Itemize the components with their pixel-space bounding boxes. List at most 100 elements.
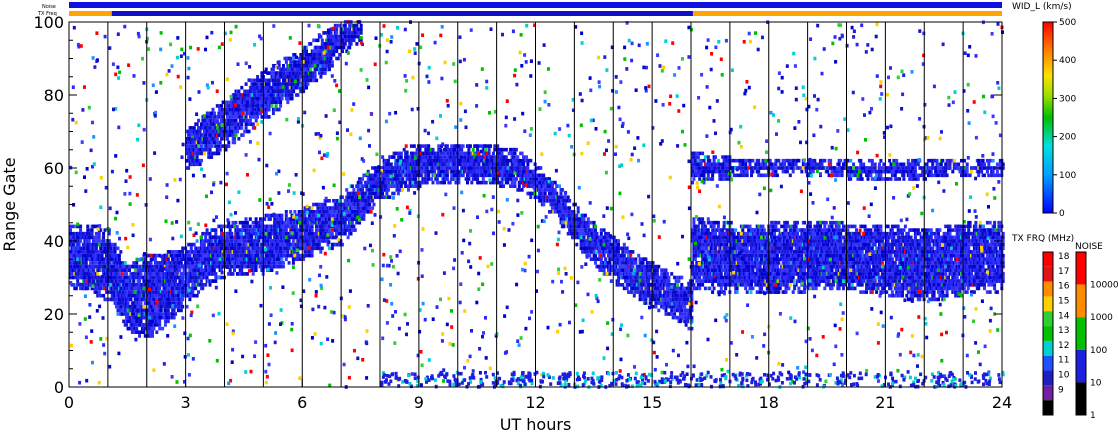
- data-cell: [427, 173, 431, 178]
- data-cell: [345, 210, 349, 214]
- data-cell: [208, 283, 212, 287]
- data-cell: [158, 323, 162, 327]
- data-cell: [323, 206, 327, 210]
- data-cell: [693, 246, 697, 251]
- data-cell: [579, 235, 583, 240]
- data-cell: [582, 246, 586, 251]
- data-cell: [84, 283, 88, 287]
- data-cell: [539, 199, 543, 203]
- data-cell: [139, 272, 143, 276]
- data-cell: [520, 151, 524, 156]
- data-cell: [478, 144, 482, 148]
- data-cell: [245, 272, 249, 276]
- data-cell: [563, 202, 567, 207]
- data-cell: [211, 242, 215, 247]
- data-cell: [299, 242, 303, 247]
- data-cell: [71, 275, 75, 280]
- data-cell: [581, 239, 585, 243]
- data-cell: [634, 279, 638, 283]
- data-cell: [513, 151, 517, 156]
- data-cell: [732, 239, 736, 243]
- data-cell: [519, 158, 523, 163]
- data-cell: [276, 213, 280, 218]
- data-cell: [680, 283, 684, 287]
- data-cell: [152, 326, 156, 331]
- txfreq-bar-segment: [111, 11, 693, 16]
- data-cell: [325, 199, 328, 203]
- data-cell: [230, 239, 234, 243]
- data-cell: [274, 231, 278, 236]
- data-cell: [440, 180, 444, 185]
- data-cell: [741, 235, 745, 240]
- data-cell: [205, 228, 209, 232]
- data-cell: [116, 246, 120, 251]
- data-cell: [113, 253, 117, 258]
- data-cell: [683, 304, 687, 309]
- data-cell: [565, 210, 569, 214]
- data-cell: [386, 188, 390, 192]
- data-cell: [281, 250, 285, 254]
- data-cell: [353, 206, 357, 210]
- data-cell: [287, 261, 291, 265]
- data-cell: [73, 268, 77, 272]
- data-cell: [126, 301, 130, 305]
- data-cell: [152, 297, 156, 302]
- data-cell: [594, 253, 597, 258]
- data-cell: [287, 239, 291, 243]
- data-cell: [369, 210, 373, 214]
- data-cell: [744, 231, 748, 236]
- data-cell: [317, 246, 321, 251]
- data-cell: [673, 275, 677, 280]
- data-cell: [243, 235, 246, 240]
- data-cell: [132, 326, 136, 331]
- data-cell: [522, 162, 526, 167]
- data-cell: [443, 158, 446, 163]
- data-cell: [741, 283, 745, 287]
- data-cell: [371, 199, 375, 203]
- data-cell: [576, 210, 580, 214]
- data-cell: [171, 312, 175, 316]
- data-cell: [290, 217, 294, 221]
- data-cell: [490, 155, 494, 159]
- data-cell: [725, 264, 729, 269]
- data-cell: [176, 308, 180, 313]
- data-cell: [553, 180, 557, 185]
- data-cell: [716, 220, 720, 225]
- data-cell: [356, 180, 360, 185]
- data-cell: [350, 206, 354, 210]
- data-cell: [617, 250, 620, 254]
- data-cell: [214, 246, 218, 251]
- data-cell: [110, 253, 114, 258]
- data-cell: [621, 250, 625, 254]
- data-cell: [174, 297, 177, 302]
- data-cell: [307, 250, 311, 254]
- data-cell: [394, 151, 398, 156]
- data-cell: [386, 158, 390, 163]
- data-cell: [333, 224, 337, 229]
- data-cell: [235, 250, 239, 254]
- data-cell: [476, 177, 480, 181]
- data-cell: [76, 264, 80, 269]
- data-cell: [711, 250, 715, 254]
- data-cell: [113, 250, 117, 254]
- data-cell: [568, 199, 572, 203]
- data-cell: [97, 242, 101, 247]
- data-cell: [89, 246, 93, 251]
- data-cell: [427, 177, 431, 181]
- data-cell: [181, 304, 185, 309]
- data-cell: [371, 191, 375, 196]
- data-cell: [617, 268, 620, 272]
- data-cell: [312, 242, 316, 247]
- data-cell: [243, 264, 246, 269]
- data-cell: [293, 253, 297, 258]
- data-cell: [153, 257, 157, 261]
- data-cell: [604, 250, 608, 254]
- txfreq-bar-segment: [69, 11, 112, 16]
- data-cell: [179, 308, 183, 313]
- data-cell: [542, 173, 546, 178]
- data-cell: [504, 155, 508, 159]
- data-cell: [113, 242, 117, 247]
- data-cell: [530, 180, 534, 185]
- data-cell: [267, 228, 271, 232]
- data-cell: [562, 224, 566, 229]
